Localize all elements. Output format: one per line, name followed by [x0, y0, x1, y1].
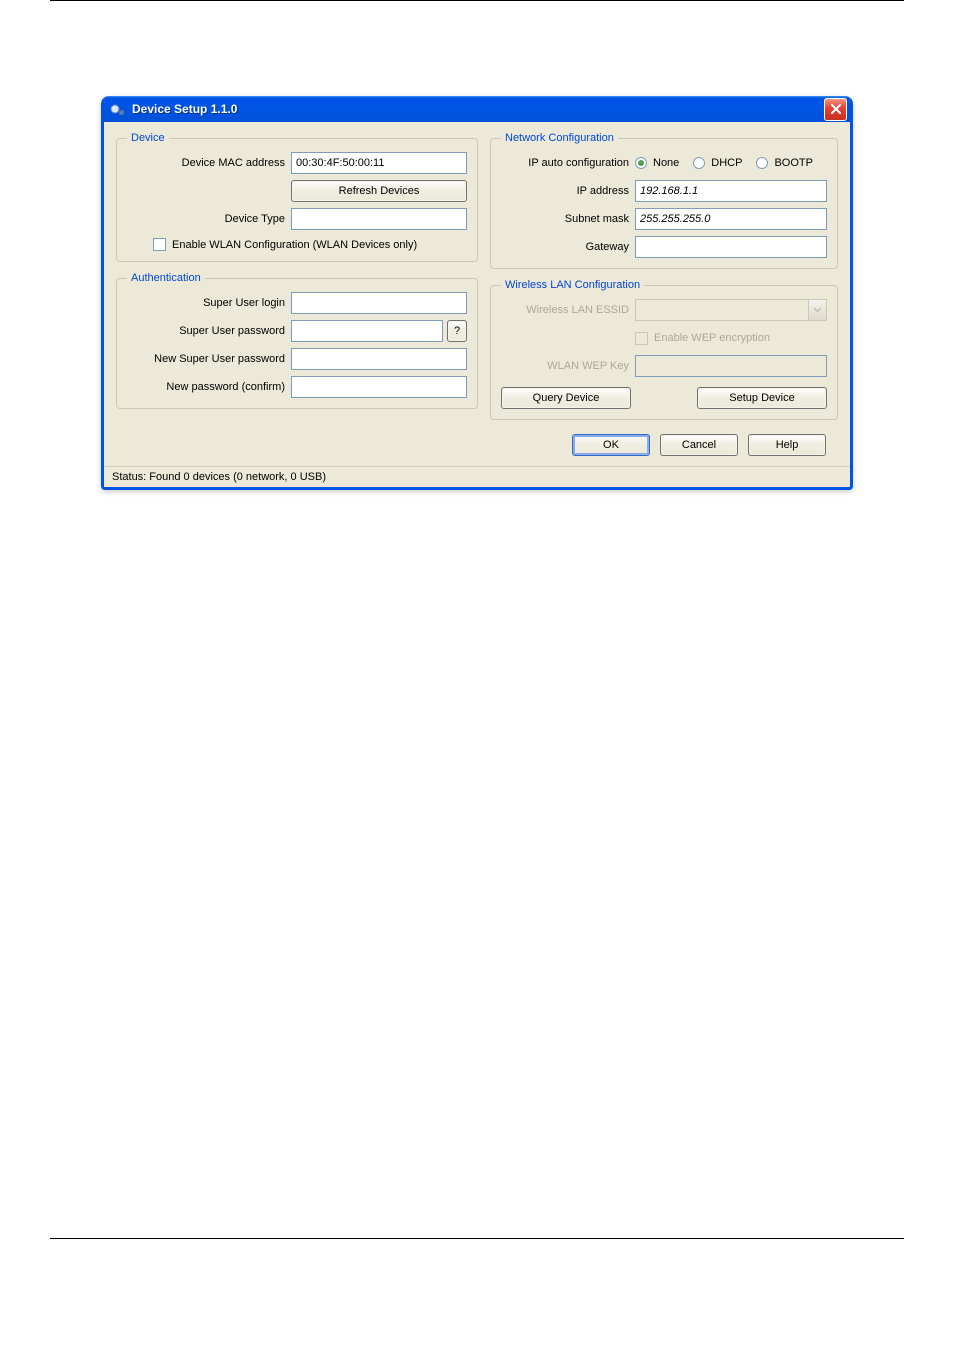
device-type-input[interactable]	[291, 208, 467, 230]
setup-device-button[interactable]: Setup Device	[697, 387, 827, 409]
close-button[interactable]	[824, 98, 847, 121]
ok-button[interactable]: OK	[572, 434, 650, 456]
login-input[interactable]	[291, 292, 467, 314]
device-setup-window: Device Setup 1.1.0 Device Device MAC add…	[101, 96, 853, 490]
chevron-down-icon	[813, 307, 822, 313]
refresh-devices-button[interactable]: Refresh Devices	[291, 180, 467, 202]
ip-label: IP address	[501, 185, 635, 197]
network-group: Network Configuration IP auto configurat…	[490, 132, 838, 269]
mac-label: Device MAC address	[127, 157, 291, 169]
gateway-label: Gateway	[501, 241, 635, 253]
wep-key-input	[635, 355, 827, 377]
enable-wlan-checkbox[interactable]	[153, 238, 166, 251]
new-password-label: New Super User password	[127, 353, 291, 365]
password-help-button[interactable]: ?	[447, 320, 467, 342]
help-button[interactable]: Help	[748, 434, 826, 456]
autoconf-label: IP auto configuration	[501, 157, 635, 169]
enable-wep-label: Enable WEP encryption	[654, 332, 770, 344]
radio-dhcp-label: DHCP	[711, 157, 742, 169]
gateway-input[interactable]	[635, 236, 827, 258]
wlan-group: Wireless LAN Configuration Wireless LAN …	[490, 279, 838, 420]
titlebar: Device Setup 1.1.0	[104, 96, 850, 122]
app-icon	[110, 101, 126, 117]
subnet-input[interactable]	[635, 208, 827, 230]
password-label: Super User password	[127, 325, 291, 337]
bottom-rule	[50, 1238, 904, 1239]
network-legend: Network Configuration	[501, 132, 618, 144]
device-group: Device Device MAC address Refresh Device…	[116, 132, 478, 262]
enable-wlan-label: Enable WLAN Configuration (WLAN Devices …	[172, 239, 417, 251]
essid-value	[636, 300, 808, 320]
login-label: Super User login	[127, 297, 291, 309]
device-type-label: Device Type	[127, 213, 291, 225]
cancel-button[interactable]: Cancel	[660, 434, 738, 456]
new-password-input[interactable]	[291, 348, 467, 370]
essid-dropdown-button	[808, 300, 826, 320]
auth-group: Authentication Super User login Super Us…	[116, 272, 478, 409]
client-area: Device Device MAC address Refresh Device…	[104, 122, 850, 466]
device-legend: Device	[127, 132, 169, 144]
radio-bootp-label: BOOTP	[774, 157, 813, 169]
confirm-password-input[interactable]	[291, 376, 467, 398]
password-input[interactable]	[291, 320, 443, 342]
essid-label: Wireless LAN ESSID	[501, 304, 635, 316]
radio-none-label: None	[653, 157, 679, 169]
auth-legend: Authentication	[127, 272, 205, 284]
wlan-legend: Wireless LAN Configuration	[501, 279, 644, 291]
enable-wep-checkbox	[635, 332, 648, 345]
wep-key-label: WLAN WEP Key	[501, 360, 635, 372]
status-bar: Status: Found 0 devices (0 network, 0 US…	[104, 466, 850, 487]
window-title: Device Setup 1.1.0	[132, 102, 824, 116]
ip-input[interactable]	[635, 180, 827, 202]
confirm-password-label: New password (confirm)	[127, 381, 291, 393]
essid-combo	[635, 299, 827, 321]
subnet-label: Subnet mask	[501, 213, 635, 225]
query-device-button[interactable]: Query Device	[501, 387, 631, 409]
radio-bootp[interactable]	[756, 157, 768, 169]
mac-input[interactable]	[291, 152, 467, 174]
close-icon	[830, 103, 842, 115]
radio-dhcp[interactable]	[693, 157, 705, 169]
radio-none[interactable]	[635, 157, 647, 169]
top-rule	[50, 0, 904, 1]
